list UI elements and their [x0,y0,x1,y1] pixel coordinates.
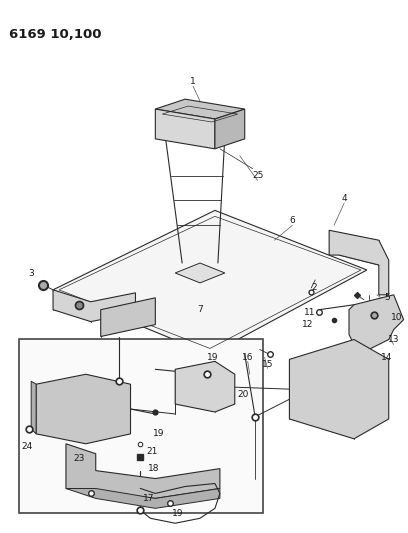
Text: 19: 19 [207,353,219,362]
Text: 25: 25 [252,171,263,180]
Text: 12: 12 [302,320,313,329]
Text: 20: 20 [237,390,248,399]
Polygon shape [175,263,225,283]
Text: 19: 19 [153,430,164,438]
Text: 7: 7 [197,305,203,314]
Text: 2: 2 [311,284,317,293]
Polygon shape [215,109,245,149]
Text: 6: 6 [290,216,295,225]
Text: 13: 13 [388,335,399,344]
Text: 16: 16 [242,353,253,362]
Polygon shape [53,211,367,354]
Text: 18: 18 [148,464,159,473]
Polygon shape [101,298,155,336]
Text: 14: 14 [381,353,392,362]
Polygon shape [329,230,389,295]
Text: 15: 15 [262,360,273,369]
Text: 17: 17 [143,494,154,503]
Text: 11: 11 [304,308,315,317]
Text: 21: 21 [146,447,158,456]
Polygon shape [155,109,215,149]
Polygon shape [175,361,235,412]
Polygon shape [66,444,220,498]
Text: 8: 8 [123,310,129,319]
Polygon shape [53,290,135,321]
Polygon shape [66,488,220,508]
Text: 19: 19 [173,509,184,518]
Text: 3: 3 [28,270,34,278]
Text: 1: 1 [190,77,196,86]
Polygon shape [155,99,245,119]
Text: 6169 10,100: 6169 10,100 [9,28,102,41]
Polygon shape [349,295,404,350]
Text: 9: 9 [126,385,131,394]
Polygon shape [31,381,36,434]
Text: 4: 4 [341,194,347,203]
Text: 23: 23 [73,454,84,463]
Text: 5: 5 [384,293,390,302]
Text: 10: 10 [391,313,402,322]
Text: 22: 22 [73,377,84,386]
Text: 24: 24 [22,442,33,451]
Bar [19,340,263,513]
Polygon shape [289,340,389,439]
Polygon shape [36,374,131,444]
